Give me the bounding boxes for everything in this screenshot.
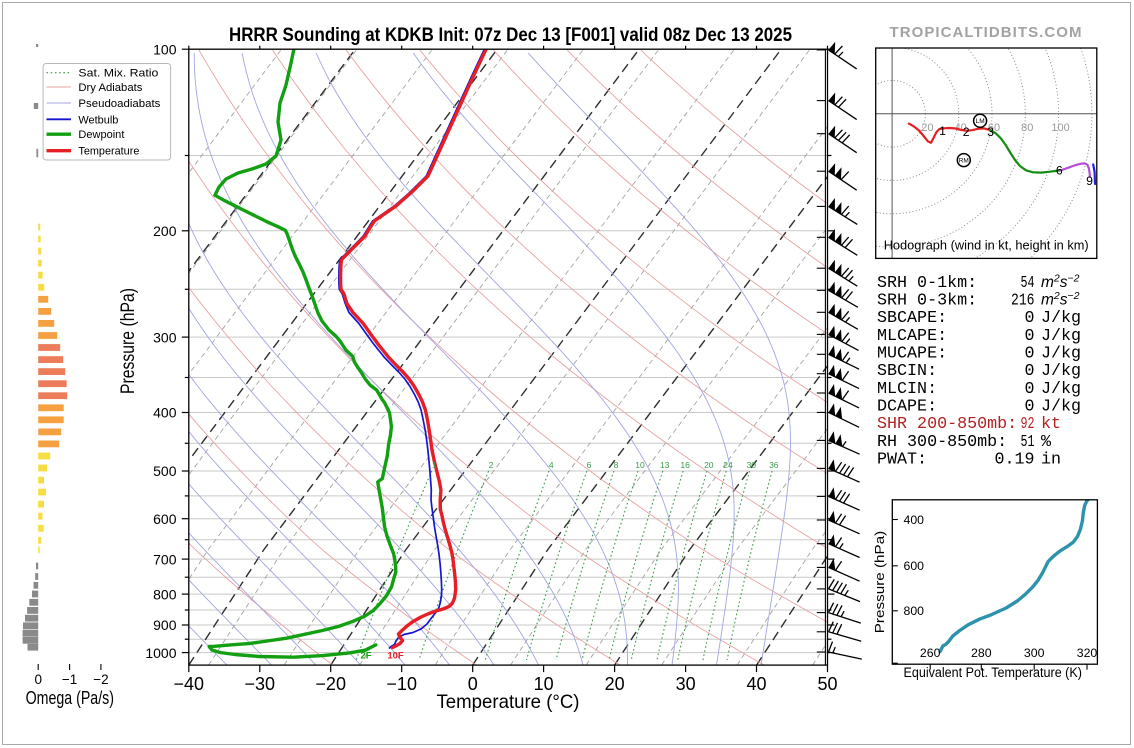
svg-text:20: 20: [921, 122, 933, 134]
svg-text:800: 800: [153, 586, 177, 602]
svg-text:Omega (Pa/s): Omega (Pa/s): [26, 688, 114, 708]
svg-text:400: 400: [904, 513, 925, 527]
svg-text:J/kg: J/kg: [1041, 345, 1081, 364]
svg-text:DCAPE:: DCAPE:: [877, 398, 937, 417]
svg-text:MLCAPE:: MLCAPE:: [877, 327, 947, 346]
svg-text:50: 50: [817, 674, 837, 694]
svg-text:1000: 1000: [145, 645, 176, 661]
svg-text:200: 200: [153, 223, 177, 239]
svg-text:Pressure (hPa): Pressure (hPa): [872, 531, 887, 634]
svg-text:kt: kt: [1041, 415, 1061, 434]
svg-text:30: 30: [747, 460, 757, 470]
svg-text:0: 0: [1025, 309, 1035, 328]
svg-text:280: 280: [971, 646, 992, 660]
svg-text:16: 16: [680, 460, 690, 470]
svg-text:13: 13: [660, 460, 670, 470]
svg-text:54: 54: [1021, 274, 1035, 293]
svg-text:J/kg: J/kg: [1041, 362, 1081, 381]
svg-text:J/kg: J/kg: [1041, 309, 1081, 328]
svg-text:1: 1: [939, 124, 946, 138]
svg-text:SRH 0-3km:: SRH 0-3km:: [877, 292, 977, 311]
svg-text:Temperature: Temperature: [78, 146, 139, 158]
svg-text:320: 320: [1077, 646, 1098, 660]
svg-text:100: 100: [1051, 122, 1069, 134]
svg-text:Sat. Mix. Ratio: Sat. Mix. Ratio: [78, 68, 158, 80]
svg-text:1: 1: [432, 460, 437, 470]
svg-text:0: 0: [1025, 362, 1035, 381]
svg-text:Wetbulb: Wetbulb: [78, 114, 118, 126]
svg-text:0.19: 0.19: [995, 451, 1035, 470]
svg-text:100: 100: [153, 41, 177, 57]
svg-text:260: 260: [920, 646, 941, 660]
svg-text:20: 20: [605, 674, 625, 694]
svg-text:−30: −30: [245, 674, 276, 694]
svg-text:700: 700: [153, 551, 177, 567]
svg-text:−10: −10: [386, 674, 417, 694]
svg-text:RH 300-850mb:: RH 300-850mb:: [877, 433, 1007, 452]
svg-text:Pressure (hPa): Pressure (hPa): [117, 288, 139, 394]
svg-text:J/kg: J/kg: [1041, 380, 1081, 399]
svg-text:0: 0: [34, 672, 42, 687]
svg-text:51: 51: [1021, 433, 1035, 452]
svg-text:MUCAPE:: MUCAPE:: [877, 345, 947, 364]
svg-text:SHR 200-850mb:: SHR 200-850mb:: [877, 415, 1017, 434]
svg-text:0: 0: [1025, 380, 1035, 399]
svg-text:TROPICALTIDBITS.COM: TROPICALTIDBITS.COM: [890, 24, 1083, 41]
svg-text:4: 4: [549, 460, 554, 470]
svg-text:PWAT:: PWAT:: [877, 451, 927, 470]
svg-text:2: 2: [963, 125, 970, 139]
svg-text:Pseudoadiabats: Pseudoadiabats: [78, 98, 160, 110]
svg-text:400: 400: [153, 405, 177, 421]
svg-text:HRRR Sounding at KDKB Init: 07: HRRR Sounding at KDKB Init: 07z Dec 13 […: [229, 24, 792, 46]
svg-text:SBCAPE:: SBCAPE:: [877, 309, 947, 328]
svg-text:600: 600: [904, 559, 925, 573]
svg-text:in: in: [1041, 451, 1061, 470]
svg-text:LM: LM: [976, 118, 985, 125]
svg-text:30: 30: [676, 674, 696, 694]
svg-text:−40: −40: [174, 674, 205, 694]
svg-text:10F: 10F: [387, 651, 404, 662]
svg-text:SRH 0-1km:: SRH 0-1km:: [877, 274, 977, 293]
svg-text:800: 800: [904, 604, 925, 618]
svg-text:0: 0: [468, 674, 478, 694]
svg-text:Equivalent Pot. Temperature (K: Equivalent Pot. Temperature (K): [904, 665, 1082, 680]
svg-text:92: 92: [1021, 415, 1035, 434]
svg-text:40: 40: [746, 674, 766, 694]
svg-text:8: 8: [614, 460, 619, 470]
svg-text:%: %: [1041, 433, 1052, 452]
svg-text:300: 300: [153, 329, 177, 345]
svg-text:0: 0: [1025, 327, 1035, 346]
svg-text:80: 80: [1021, 122, 1033, 134]
svg-text:Dewpoint: Dewpoint: [78, 129, 125, 141]
svg-text:6: 6: [1056, 163, 1063, 177]
svg-text:3: 3: [987, 125, 994, 139]
svg-text:10: 10: [635, 460, 645, 470]
svg-text:0: 0: [1025, 398, 1035, 417]
svg-text:9: 9: [1086, 174, 1093, 188]
svg-text:−20: −20: [315, 674, 346, 694]
svg-text:Temperature (°C): Temperature (°C): [437, 691, 580, 713]
svg-text:Dry Adiabats: Dry Adiabats: [78, 82, 142, 94]
svg-text:Hodograph (wind in kt, height: Hodograph (wind in kt, height in km): [884, 238, 1089, 253]
svg-text:−1: −1: [62, 672, 77, 687]
svg-text:−2: −2: [93, 672, 108, 687]
svg-text:J/kg: J/kg: [1041, 398, 1081, 417]
svg-text:2F: 2F: [360, 651, 371, 662]
svg-text:10: 10: [534, 674, 554, 694]
svg-text:20: 20: [704, 460, 714, 470]
svg-text:36: 36: [769, 460, 779, 470]
svg-text:J/kg: J/kg: [1041, 327, 1081, 346]
svg-text:24: 24: [723, 460, 733, 470]
svg-text:900: 900: [153, 617, 177, 633]
svg-text:600: 600: [153, 511, 177, 527]
svg-text:0: 0: [1025, 345, 1035, 364]
svg-text:MLCIN:: MLCIN:: [877, 380, 937, 399]
svg-text:6: 6: [587, 460, 592, 470]
svg-text:216: 216: [1011, 292, 1035, 311]
svg-text:RM: RM: [959, 157, 969, 164]
svg-text:300: 300: [1024, 646, 1045, 660]
svg-text:SBCIN:: SBCIN:: [877, 362, 937, 381]
svg-text:500: 500: [153, 463, 177, 479]
svg-text:2: 2: [489, 460, 494, 470]
